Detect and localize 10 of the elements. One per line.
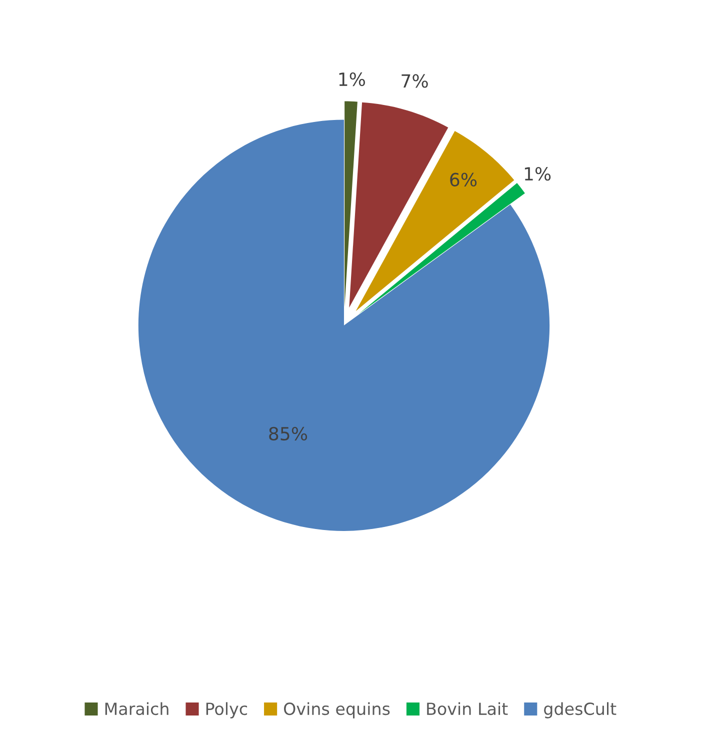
data-label: 1% (524, 167, 551, 181)
legend-label: Bovin Lait (427, 702, 508, 716)
legend-label: Polyc (206, 702, 248, 718)
data-label: 6% (450, 172, 477, 186)
data-label: 85% (269, 426, 308, 441)
legend-label: gdesCult (544, 702, 616, 718)
legend-label: Maraich (105, 702, 168, 716)
data-label: 1% (339, 72, 365, 86)
legend-label: Ovins equins (284, 702, 390, 718)
data-label: 7% (402, 74, 428, 88)
